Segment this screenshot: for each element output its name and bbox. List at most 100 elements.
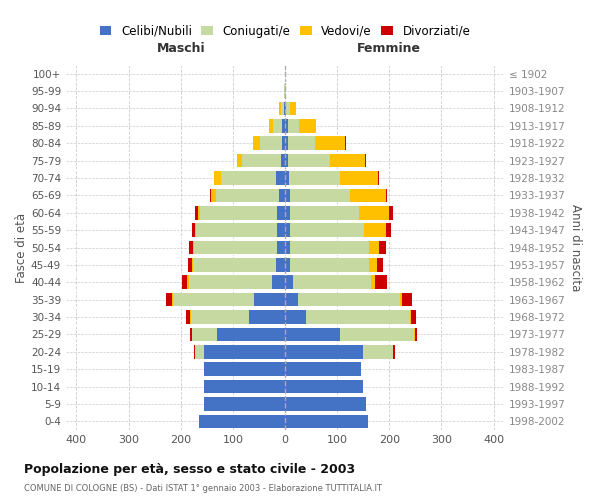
Bar [188,276,272,289]
Bar [350,188,386,202]
Bar [254,293,285,306]
Bar [221,171,275,185]
Bar [248,310,285,324]
Bar [210,188,211,202]
Bar [196,206,198,220]
Bar [188,240,193,254]
Bar [236,154,242,168]
Bar [193,258,275,272]
Bar [277,240,285,254]
Bar [290,206,359,220]
Bar [192,224,195,237]
Bar [285,188,290,202]
Bar [283,136,285,150]
Bar [279,188,285,202]
Y-axis label: Fasce di età: Fasce di età [15,212,28,282]
Bar [187,276,188,289]
Bar [370,258,377,272]
Bar [272,276,285,289]
Bar [204,397,285,410]
Bar [285,328,340,341]
Bar [214,171,221,185]
Bar [330,154,365,168]
Bar [253,136,260,150]
Bar [199,414,285,428]
Bar [275,171,285,185]
Bar [194,345,195,358]
Bar [289,171,340,185]
Bar [204,345,285,358]
Bar [192,328,217,341]
Bar [285,119,287,132]
Bar [370,240,379,254]
Bar [190,310,191,324]
Bar [377,258,383,272]
Bar [285,345,363,358]
Bar [191,310,248,324]
Bar [285,258,290,272]
Bar [217,328,285,341]
Bar [285,154,288,168]
Bar [286,102,290,115]
Bar [166,293,172,306]
Bar [211,188,216,202]
Bar [281,154,285,168]
Bar [277,206,285,220]
Y-axis label: Anni di nascita: Anni di nascita [569,204,582,291]
Bar [411,310,416,324]
Bar [172,293,173,306]
Bar [285,310,306,324]
Bar [285,171,289,185]
Text: Popolazione per età, sesso e stato civile - 2003: Popolazione per età, sesso e stato civil… [24,462,355,475]
Bar [195,224,196,237]
Bar [204,380,285,394]
Bar [173,293,254,306]
Bar [290,258,370,272]
Bar [277,224,285,237]
Bar [285,206,290,220]
Bar [188,258,192,272]
Bar [204,362,285,376]
Bar [415,328,418,341]
Text: Femmine: Femmine [357,42,421,56]
Bar [340,328,414,341]
Bar [275,258,285,272]
Bar [315,136,345,150]
Bar [293,276,371,289]
Bar [364,224,386,237]
Bar [182,276,187,289]
Bar [287,119,299,132]
Bar [285,224,290,237]
Bar [285,276,293,289]
Bar [410,310,411,324]
Bar [192,258,193,272]
Bar [198,206,200,220]
Bar [285,380,363,394]
Bar [287,136,315,150]
Bar [200,206,277,220]
Bar [283,119,285,132]
Bar [374,276,387,289]
Bar [290,102,296,115]
Bar [285,102,286,115]
Bar [194,240,277,254]
Bar [288,154,330,168]
Bar [285,293,298,306]
Bar [260,136,283,150]
Bar [340,171,378,185]
Bar [281,102,284,115]
Legend: Celibi/Nubili, Coniugati/e, Vedovi/e, Divorziati/e: Celibi/Nubili, Coniugati/e, Vedovi/e, Di… [95,20,475,42]
Bar [290,240,370,254]
Bar [345,136,346,150]
Bar [195,345,204,358]
Bar [285,136,287,150]
Bar [386,224,391,237]
Bar [290,224,364,237]
Bar [242,154,281,168]
Bar [273,119,283,132]
Bar [365,154,367,168]
Bar [378,171,379,185]
Bar [285,397,366,410]
Bar [284,102,285,115]
Bar [190,328,192,341]
